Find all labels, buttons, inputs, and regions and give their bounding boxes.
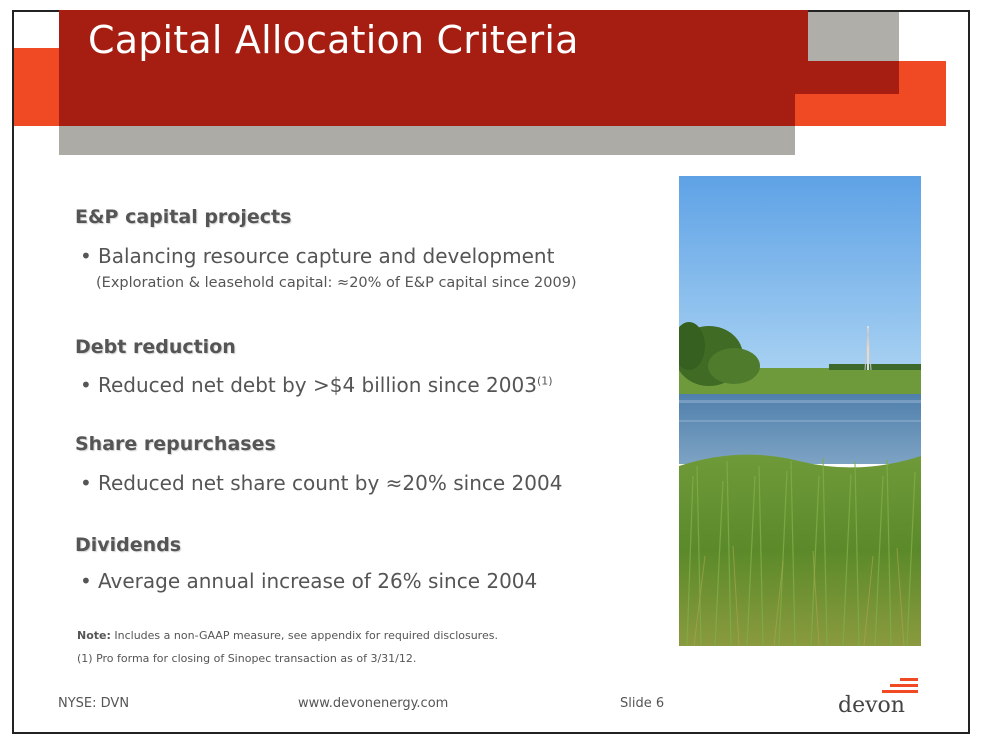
- bullet-debt-reduction: • Reduced net debt by >$4 billion since 2…: [80, 373, 553, 397]
- bullet-text: Balancing resource capture and developme…: [98, 244, 555, 268]
- bullet-dividends: • Average annual increase of 26% since 20…: [80, 569, 537, 593]
- header-accent-dark-red: [808, 61, 899, 94]
- bullet-dot: •: [80, 471, 92, 495]
- header-accent-gray: [808, 12, 899, 61]
- header-accent-orange-right: [899, 61, 946, 126]
- bullet-text: Reduced net share count by ≈20% since 20…: [98, 471, 563, 495]
- devon-logo-text: devon: [838, 693, 905, 718]
- footer-ticker: NYSE: DVN: [58, 696, 130, 711]
- landscape-photo: [679, 176, 921, 646]
- header-accent-orange-lower: [795, 94, 899, 126]
- landscape-photo-icon: [679, 176, 921, 646]
- bullet-dot: •: [80, 373, 92, 397]
- devon-logo-icon: [882, 678, 918, 693]
- footnote-ref: (1): [536, 374, 553, 388]
- sub-note-exploration: (Exploration & leasehold capital: ≈20% o…: [96, 275, 577, 291]
- footnote-note: Note: Includes a non-GAAP measure, see a…: [77, 629, 498, 642]
- footer-slide-number: Slide 6: [620, 696, 665, 711]
- bullet-text: Average annual increase of 26% since 200…: [98, 569, 538, 593]
- footnote-note-text: Includes a non-GAAP measure, see appendi…: [110, 629, 498, 642]
- devon-logo: devon: [838, 675, 920, 719]
- header-gray-bar: [59, 126, 795, 155]
- header-accent-orange-left: [14, 48, 60, 126]
- slide-title: Capital Allocation Criteria: [88, 18, 579, 62]
- footnote-note-label: Note:: [77, 629, 111, 642]
- footer-website[interactable]: www.devonenergy.com: [298, 696, 449, 711]
- header-title-bar: [59, 10, 808, 126]
- section-heading-share-repurchases: Share repurchases: [75, 433, 276, 455]
- bullet-share-repurchases: • Reduced net share count by ≈20% since 2…: [80, 471, 562, 495]
- section-heading-dividends: Dividends: [75, 534, 182, 556]
- bullet-text: Reduced net debt by >$4 billion since 20…: [98, 373, 537, 397]
- bullet-dot: •: [80, 569, 92, 593]
- footnote-1: (1) Pro forma for closing of Sinopec tra…: [77, 652, 417, 665]
- section-heading-ep-capital: E&P capital projects: [75, 206, 292, 228]
- bullet-ep-capital: • Balancing resource capture and developm…: [80, 244, 554, 268]
- bullet-dot: •: [80, 244, 92, 268]
- section-heading-debt-reduction: Debt reduction: [75, 336, 236, 358]
